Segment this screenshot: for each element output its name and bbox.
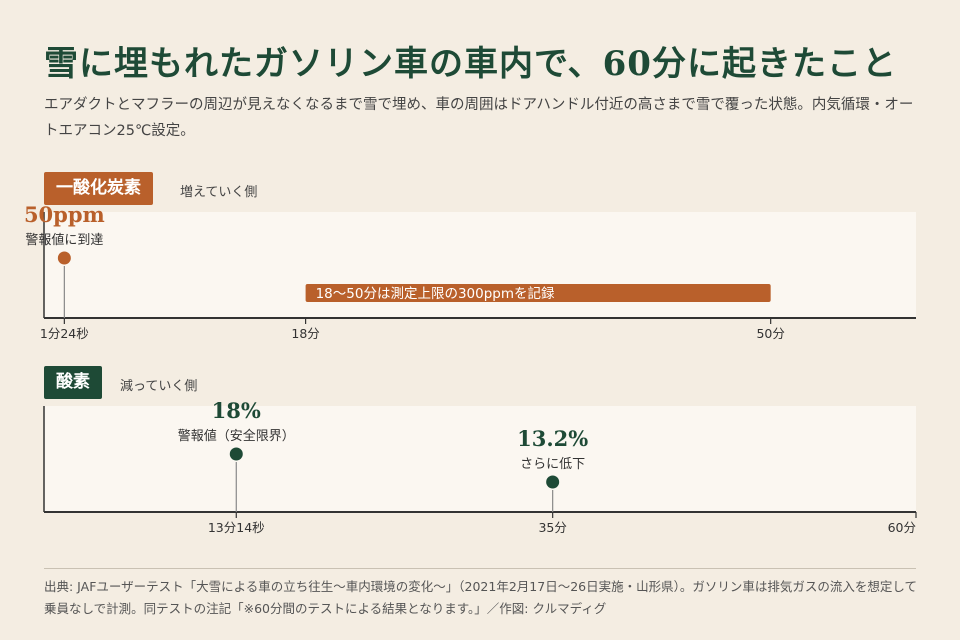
o2-event-value: 18% — [212, 398, 261, 423]
co-tick-label: 1分24秒 — [40, 326, 89, 341]
source-footer: 出典: JAFユーザーテスト「大雪による車の立ち往生〜車内環境の変化〜」（202… — [44, 579, 917, 616]
o2-badge: 酸素 — [44, 366, 102, 399]
co-badge: 一酸化炭素 — [44, 172, 153, 205]
o2-band — [44, 406, 916, 512]
o2-event-caption: さらに低下 — [520, 457, 585, 472]
o2-tick-label: 35分 — [538, 520, 566, 535]
o2-tick-label: 13分14秒 — [208, 520, 265, 535]
co-badge-note: 増えていく側 — [180, 185, 258, 200]
o2-tick-label: 60分 — [888, 520, 916, 535]
o2-event-dot — [229, 447, 243, 461]
co-event-value: 50ppm — [24, 202, 105, 227]
page-title: 雪に埋もれたガソリン車の車内で、60分に起きたこと — [44, 44, 897, 84]
o2-badge-note: 減っていく側 — [120, 379, 198, 394]
co-band — [44, 212, 916, 318]
co-tick-label: 18分 — [291, 326, 319, 341]
page-subtitle: エアダクトとマフラーの周辺が見えなくなるまで雪で埋め、車の周囲はドアハンドル付近… — [44, 97, 914, 139]
footer-divider — [44, 568, 916, 569]
co-event-dot — [57, 251, 71, 265]
o2-event-caption: 警報値（安全限界） — [178, 428, 295, 444]
co-range-bar-label: 18〜50分は測定上限の300ppmを記録 — [316, 285, 555, 302]
co-range-bar — [305, 284, 771, 302]
co-tick-label: 50分 — [756, 326, 784, 341]
o2-event-dot — [546, 475, 560, 489]
o2-event-value: 13.2% — [517, 426, 588, 451]
co-event-caption: 警報値に到達 — [25, 232, 103, 248]
